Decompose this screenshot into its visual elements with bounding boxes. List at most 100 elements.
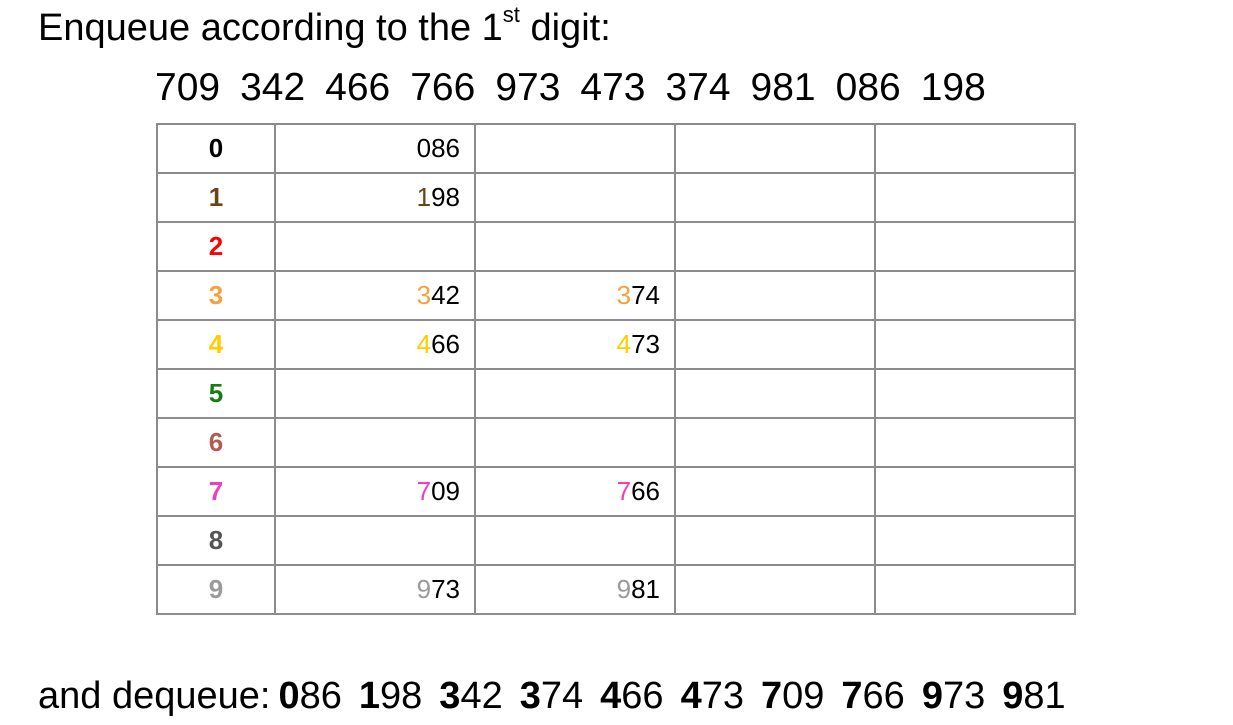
sequence-number: 198 <box>920 66 986 109</box>
bucket-slot: 709 <box>274 466 476 517</box>
bucket-slot: 973 <box>274 564 476 615</box>
dequeued-rest-digits: 73 <box>942 675 986 717</box>
entry-lead-digit: 3 <box>616 280 632 310</box>
bucket-table: 0 086 1 198 2 3 342 374 4 466 473 5 6 7 709 766 8 9 973 981 <box>156 123 1076 615</box>
entry-lead-digit: 9 <box>616 574 632 604</box>
bucket-digit: 9 <box>156 564 276 615</box>
bucket-digit: 0 <box>156 123 276 174</box>
bucket-slot <box>274 417 476 468</box>
dequeued-lead-digit: 9 <box>1002 675 1024 717</box>
dequeued-rest-digits: 74 <box>540 675 584 717</box>
bucket-slot: 342 <box>274 270 476 321</box>
bucket-row-6: 6 <box>156 417 1076 468</box>
bucket-digit: 5 <box>156 368 276 419</box>
bucket-slot: 766 <box>474 466 676 517</box>
bucket-slot <box>474 123 676 174</box>
dequeue-line: and dequeue: 086 198 342 374 466 473 709 766 973 9… <box>38 672 1066 720</box>
bucket-slot <box>874 368 1076 419</box>
bucket-slot: 473 <box>474 319 676 370</box>
bucket-row-8: 8 <box>156 515 1076 566</box>
sequence-number: 466 <box>325 66 391 109</box>
bucket-slot <box>674 172 876 223</box>
bucket-row-3: 3 342 374 <box>156 270 1076 321</box>
bucket-digit: 8 <box>156 515 276 566</box>
entry-lead-digit: 0 <box>416 133 432 163</box>
dequeued-rest-digits: 42 <box>460 675 503 717</box>
bucket-slot <box>274 221 476 272</box>
dequeued-lead-digit: 9 <box>921 675 943 717</box>
dequeued-rest-digits: 81 <box>1023 675 1066 717</box>
bucket-slot <box>274 515 476 566</box>
dequeued-number: 374 <box>520 672 583 720</box>
bucket-slot <box>874 319 1076 370</box>
bucket-slot: 466 <box>274 319 476 370</box>
entry-rest-digits: 09 <box>431 476 460 506</box>
sequence-number: 342 <box>240 66 306 109</box>
bucket-slot <box>474 221 676 272</box>
bucket-row-2: 2 <box>156 221 1076 272</box>
dequeued-number: 198 <box>359 672 422 720</box>
entry-lead-digit: 7 <box>616 476 632 506</box>
entry-lead-digit: 9 <box>416 574 432 604</box>
bucket-slot <box>874 172 1076 223</box>
entry-rest-digits: 98 <box>431 182 460 212</box>
bucket-slot <box>674 221 876 272</box>
bucket-digit: 6 <box>156 417 276 468</box>
bucket-slot <box>674 417 876 468</box>
bucket-slot <box>874 515 1076 566</box>
dequeued-number: 766 <box>841 672 904 720</box>
dequeued-number: 973 <box>922 672 985 720</box>
title-prefix: Enqueue according to the 1 <box>38 7 503 49</box>
sequence-number: 766 <box>410 66 476 109</box>
bucket-row-5: 5 <box>156 368 1076 419</box>
dequeued-number: 086 <box>278 672 341 720</box>
dequeued-rest-digits: 09 <box>782 675 825 717</box>
dequeued-rest-digits: 86 <box>299 675 342 717</box>
bucket-slot <box>874 417 1076 468</box>
sequence-number: 973 <box>495 66 561 109</box>
bucket-digit: 7 <box>156 466 276 517</box>
entry-rest-digits: 74 <box>631 280 660 310</box>
entry-lead-digit: 4 <box>416 329 432 359</box>
entry-rest-digits: 81 <box>631 574 660 604</box>
dequeued-number: 473 <box>681 672 744 720</box>
bucket-row-0: 0 086 <box>156 123 1076 174</box>
bucket-slot <box>874 466 1076 517</box>
bucket-slot <box>674 123 876 174</box>
bucket-slot <box>474 172 676 223</box>
entry-lead-digit: 3 <box>416 280 432 310</box>
bucket-slot: 086 <box>274 123 476 174</box>
sequence-number: 981 <box>750 66 816 109</box>
dequeued-lead-digit: 7 <box>841 675 863 717</box>
sequence-number: 374 <box>665 66 731 109</box>
dequeued-rest-digits: 66 <box>621 675 664 717</box>
title-superscript: st <box>502 2 520 28</box>
dequeued-lead-digit: 3 <box>519 675 541 717</box>
bucket-digit: 4 <box>156 319 276 370</box>
dequeued-number: 466 <box>600 672 663 720</box>
dequeued-lead-digit: 4 <box>680 675 702 717</box>
bucket-slot <box>874 270 1076 321</box>
input-sequence: 709 342 466 766 973 473 374 981 086 198 <box>155 64 986 112</box>
dequeued-lead-digit: 0 <box>278 675 300 717</box>
entry-rest-digits: 73 <box>431 574 460 604</box>
entry-lead-digit: 4 <box>616 329 632 359</box>
dequeued-lead-digit: 4 <box>600 675 622 717</box>
bucket-digit: 3 <box>156 270 276 321</box>
bucket-row-9: 9 973 981 <box>156 564 1076 615</box>
sequence-number: 709 <box>155 66 221 109</box>
bucket-row-1: 1 198 <box>156 172 1076 223</box>
bucket-slot <box>674 368 876 419</box>
dequeued-rest-digits: 98 <box>380 675 423 717</box>
entry-rest-digits: 66 <box>431 329 460 359</box>
bucket-row-4: 4 466 473 <box>156 319 1076 370</box>
bucket-slot <box>474 417 676 468</box>
bucket-slot: 374 <box>474 270 676 321</box>
bucket-digit: 2 <box>156 221 276 272</box>
entry-rest-digits: 73 <box>631 329 660 359</box>
dequeued-number: 981 <box>1002 672 1065 720</box>
entry-lead-digit: 1 <box>416 182 432 212</box>
bucket-slot <box>874 123 1076 174</box>
bucket-slot <box>874 564 1076 615</box>
dequeued-lead-digit: 7 <box>760 675 783 717</box>
